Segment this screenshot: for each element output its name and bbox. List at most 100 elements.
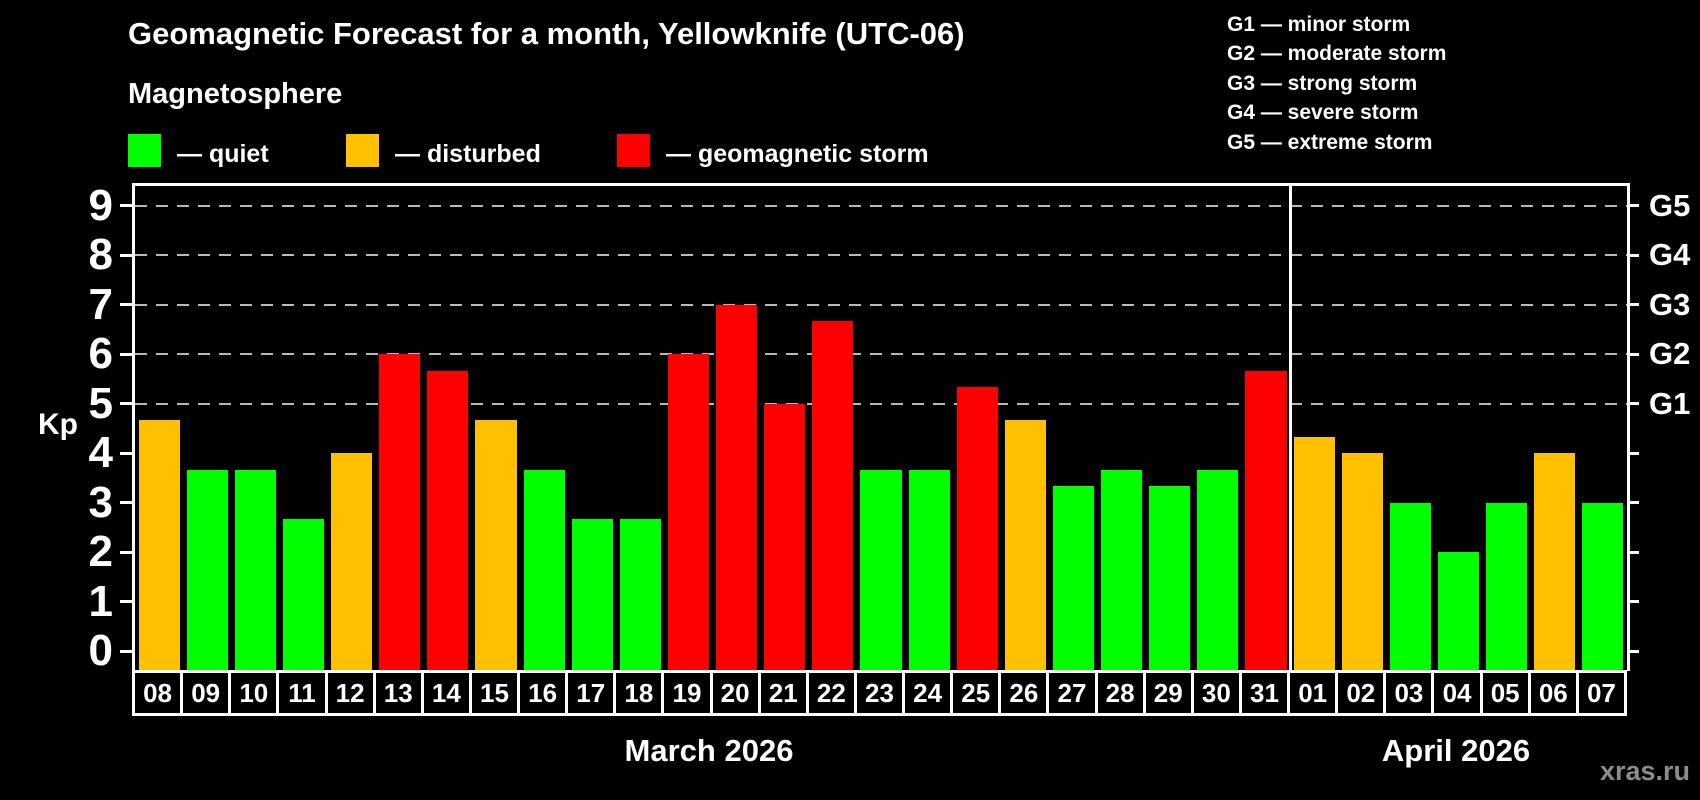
day-cell-07: 07 [1575,670,1627,716]
y-axis-tick-right-5 [1627,402,1639,406]
watermark: xras.ru [1599,756,1690,786]
day-cell-23: 23 [853,670,906,716]
kp-bar-day-22 [812,321,854,671]
kp-bar-day-26 [1004,420,1046,671]
kp-bar-day-21 [764,403,806,671]
y-axis-label-1: 1 [88,576,113,626]
y-axis-tick-right-9 [1627,204,1639,208]
g-axis-label-g3: G3 [1649,286,1691,322]
y-axis-tick-left-1 [120,600,132,604]
kp-bar-day-17 [571,519,613,671]
day-cell-18: 18 [613,670,665,716]
y-axis-tick-left-0 [120,649,132,653]
kp-bar-day-14 [427,370,469,671]
y-axis-tick-right-8 [1627,253,1639,257]
day-cell-05: 05 [1479,670,1531,716]
day-cell-25: 25 [950,670,1002,716]
day-cell-06: 06 [1527,670,1579,716]
y-axis-tick-left-8 [120,253,132,257]
day-cell-11: 11 [276,670,328,716]
y-axis-label-0: 0 [88,626,113,676]
y-axis-tick-left-5 [120,402,132,406]
y-axis-tick-left-2 [120,550,132,554]
kp-bar-day-13 [379,354,421,671]
kp-bar-day-24 [908,469,950,671]
quiet-swatch-icon [128,134,161,167]
kp-bar-day-10 [234,469,276,671]
gridline-kp-5 [135,402,1627,405]
y-axis-tick-left-6 [120,352,132,356]
kp-bar-day-29 [1149,486,1191,671]
legend-label-disturbed: — disturbed [395,140,541,168]
y-axis-label-2: 2 [88,527,113,577]
month-divider [1288,186,1292,671]
day-cell-26: 26 [998,670,1050,716]
g-axis-label-g5: G5 [1649,187,1691,223]
day-cell-15: 15 [468,670,521,716]
kp-bar-day-09 [186,469,228,671]
day-cell-24: 24 [902,670,954,716]
legend-label-storm: — geomagnetic storm [666,140,929,168]
kp-bar-day-01 [1293,436,1335,671]
gridline-kp-8 [135,254,1627,257]
day-cell-20: 20 [709,670,761,716]
y-axis-label-4: 4 [88,428,113,478]
day-cell-03: 03 [1383,670,1435,716]
month-label-march: March 2026 [624,733,794,768]
page-title: Geomagnetic Forecast for a month, Yellow… [128,16,965,51]
day-cell-04: 04 [1431,670,1483,716]
y-axis-tick-right-0 [1627,649,1639,653]
y-axis-tick-right-7 [1627,303,1639,307]
kp-bar-day-04 [1437,552,1480,671]
day-cell-21: 21 [757,670,809,716]
y-axis-tick-right-6 [1627,352,1639,356]
g-axis-label-g4: G4 [1649,237,1691,273]
legend-label-quiet: — quiet [177,140,269,168]
kp-bar-day-16 [523,469,565,671]
y-axis-tick-left-4 [120,451,132,455]
day-cell-01: 01 [1287,670,1339,716]
day-cell-28: 28 [1094,670,1146,716]
kp-bar-day-03 [1389,502,1431,671]
day-cell-29: 29 [1142,670,1194,716]
x-axis-day-row: 08 09 10 11 12 13 14 15 16 17 18 19 20 21 22 23 24 25 26 27… [132,670,1630,716]
day-cell-08: 08 [132,670,184,716]
y-axis-tick-left-9 [120,204,132,208]
storm-scale-line-g5: G5 — extreme storm [1227,130,1433,154]
kp-bar-day-11 [282,519,324,671]
kp-bar-day-23 [860,469,902,671]
disturbed-swatch-icon [346,134,379,167]
kp-bar-day-20 [716,304,758,671]
month-label-april: April 2026 [1381,733,1531,768]
y-axis-label-6: 6 [88,329,113,379]
day-cell-10: 10 [228,670,280,716]
kp-bar-day-19 [667,354,710,671]
storm-scale-line-g2: G2 — moderate storm [1227,42,1447,66]
y-axis-tick-left-7 [120,303,132,307]
day-cell-31: 31 [1238,670,1291,716]
storm-scale-line-g3: G3 — strong storm [1227,71,1418,95]
y-axis-label-3: 3 [88,477,113,527]
y-axis-tick-right-4 [1627,451,1639,455]
day-cell-30: 30 [1190,670,1242,716]
storm-swatch-icon [617,134,650,167]
gridline-kp-7 [135,303,1627,306]
magnetosphere-label: Magnetosphere [128,78,343,110]
plot-area: 0 1 2 3 4 5 6 7 8 9 G1 G2 G3 G4 G5 [89,181,1691,675]
kp-bar-day-27 [1052,486,1095,671]
day-cell-17: 17 [565,670,617,716]
storm-scale-line-g1: G1 — minor storm [1227,13,1411,36]
g-axis-label-g2: G2 [1649,336,1691,372]
kp-bar-day-15 [475,420,517,671]
kp-bar-day-05 [1486,502,1528,671]
gridline-kp-9 [135,204,1627,207]
day-cell-27: 27 [1046,670,1098,716]
kp-bar-day-06 [1534,453,1576,671]
kp-bar-day-25 [956,387,998,671]
day-cell-12: 12 [324,670,376,716]
day-cell-13: 13 [372,670,424,716]
y-axis-title: Kp [38,408,78,441]
day-cell-02: 02 [1335,670,1387,716]
kp-bar-day-28 [1101,469,1143,671]
day-cell-09: 09 [180,670,232,716]
